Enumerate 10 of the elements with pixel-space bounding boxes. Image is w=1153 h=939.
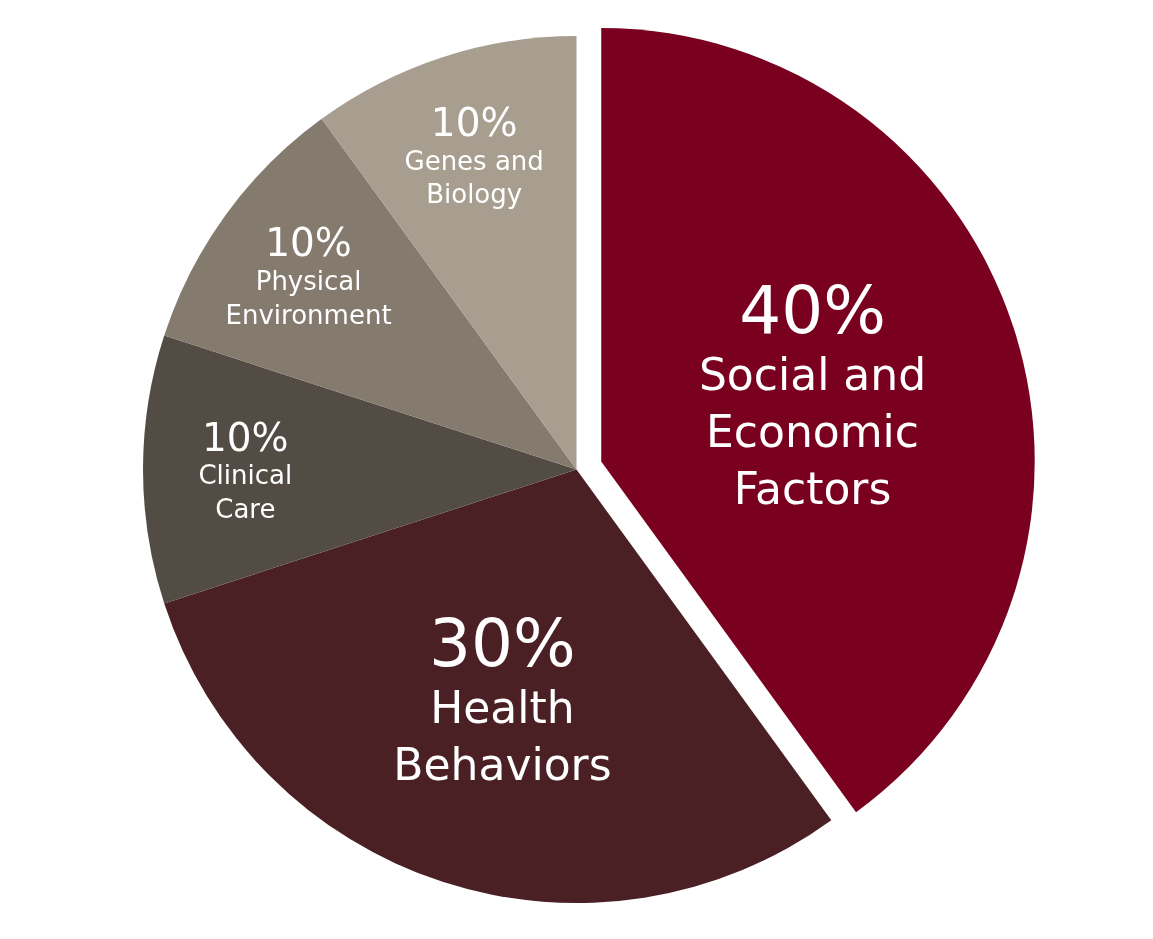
data-label: 30% <box>429 604 576 682</box>
data-label: 40% <box>739 271 886 349</box>
slice-label: Physical Environment <box>225 265 392 330</box>
slice-label: Clinical Care <box>198 460 293 525</box>
slice-label: Health Behaviors <box>393 681 612 791</box>
data-label: 10% <box>202 414 289 460</box>
data-label: 10% <box>430 99 518 145</box>
slice-label: Social and Economic Factors <box>698 348 927 515</box>
slice-label: Genes and Biology <box>404 145 544 210</box>
data-label: 10% <box>265 220 352 266</box>
